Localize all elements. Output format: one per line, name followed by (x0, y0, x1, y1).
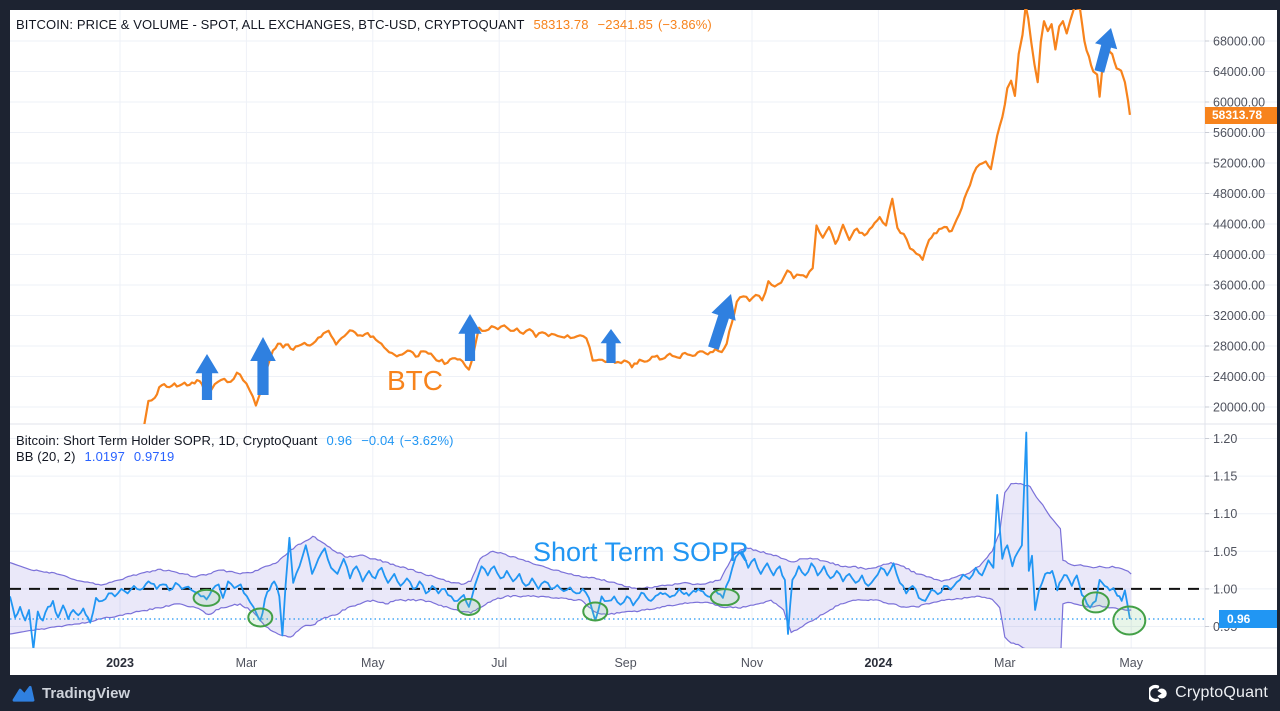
footer-bar: TradingView CryptoQuant (0, 675, 1280, 711)
sopr-plot (10, 431, 1205, 648)
time-tick-label: May (361, 656, 385, 670)
sopr-tick-label: 1.10 (1213, 507, 1237, 521)
sopr-tick-label: 1.20 (1213, 432, 1237, 446)
sopr-last-value: 0.96 (326, 433, 353, 448)
sopr-annotation-label: Short Term SOPR (533, 537, 749, 567)
sopr-change-pct: (−3.62%) (399, 433, 454, 448)
bb-indicator-title: BB (20, 2) (16, 449, 76, 464)
cryptoquant-logo-icon (1149, 684, 1167, 702)
bollinger-upper-band (10, 482, 1132, 590)
price-tick-label: 40000.00 (1213, 248, 1265, 262)
time-tick-label: Jul (491, 656, 507, 670)
price-tick-label: 44000.00 (1213, 218, 1265, 232)
tradingview-brand[interactable]: TradingView (12, 684, 130, 703)
price-tick-label: 56000.00 (1213, 126, 1265, 140)
sopr-tick-label: 1.15 (1213, 470, 1237, 484)
sopr-tick-label: 1.00 (1213, 582, 1237, 596)
time-tick-label: 2024 (864, 656, 892, 670)
sopr-pane-title: Bitcoin: Short Term Holder SOPR, 1D, Cry… (16, 433, 318, 448)
price-tick-label: 20000.00 (1213, 401, 1265, 415)
price-pane[interactable] (10, 10, 1205, 424)
time-tick-label: Sep (614, 656, 636, 670)
time-tick-label: Mar (994, 656, 1016, 670)
tradingview-brand-label: TradingView (42, 684, 131, 702)
up-arrow-icon (250, 337, 276, 395)
sopr-tick-label: 1.05 (1213, 545, 1237, 559)
price-tick-label: 36000.00 (1213, 279, 1265, 293)
time-tick-label: Mar (236, 656, 258, 670)
btc-price-line (143, 9, 1131, 424)
cryptoquant-brand[interactable]: CryptoQuant (1149, 684, 1268, 703)
price-pane-title: BITCOIN: PRICE & VOLUME - SPOT, ALL EXCH… (16, 17, 525, 32)
green-circle-icon (247, 607, 274, 628)
panel-bg (10, 10, 1277, 675)
price-axis[interactable] (1205, 10, 1277, 648)
price-pane-legend[interactable]: BITCOIN: PRICE & VOLUME - SPOT, ALL EXCH… (16, 17, 712, 32)
price-tick-label: 52000.00 (1213, 157, 1265, 171)
sopr-line (10, 431, 1131, 648)
price-tick-label: 28000.00 (1213, 340, 1265, 354)
time-tick-label: 2023 (106, 656, 134, 670)
up-arrow-annotations (195, 28, 1118, 400)
gridlines (10, 10, 1277, 648)
bollinger-band-fill (10, 483, 1132, 648)
green-circle-icon (192, 588, 221, 607)
time-axis[interactable] (10, 648, 1205, 675)
price-tick-label: 64000.00 (1213, 65, 1265, 79)
price-change-pct: (−3.86%) (657, 17, 712, 32)
green-circle-icon (709, 588, 740, 607)
time-tick-label: Nov (741, 656, 764, 670)
sopr-last-value-tag: 0.96 (1219, 610, 1277, 628)
bollinger-lower-band (10, 594, 1132, 648)
tradingview-logo-icon (12, 685, 35, 702)
up-arrow-icon (1094, 28, 1118, 73)
btc-annotation-label: BTC (387, 365, 443, 396)
price-tick-label: 24000.00 (1213, 370, 1265, 384)
sopr-pane[interactable] (10, 424, 1205, 648)
bb-indicator-legend[interactable]: BB (20, 2) 1.0197 0.9719 (16, 449, 174, 464)
chart-canvas[interactable]: 68000.00 64000.00 60000.00 56000.00 52000.00… (0, 0, 1280, 675)
green-circle-annotations (192, 588, 1147, 636)
price-last-value: 58313.78 (533, 17, 589, 32)
up-arrow-icon (458, 314, 482, 361)
price-tick-label: 60000.00 (1213, 96, 1265, 110)
price-change-value: −2341.85 (597, 17, 653, 32)
sopr-pane-legend[interactable]: Bitcoin: Short Term Holder SOPR, 1D, Cry… (16, 433, 454, 448)
bb-upper-value: 1.0197 (84, 449, 125, 464)
price-tick-label: 68000.00 (1213, 35, 1265, 49)
green-circle-icon (456, 597, 481, 616)
cryptoquant-brand-label: CryptoQuant (1175, 684, 1268, 701)
sopr-change-value: −0.04 (361, 433, 395, 448)
price-tick-label: 48000.00 (1213, 187, 1265, 201)
up-arrow-icon (600, 329, 622, 363)
price-last-price-tag: 58313.78 (1205, 107, 1277, 124)
bb-lower-value: 0.9719 (133, 449, 175, 464)
time-tick-label: May (1119, 656, 1143, 670)
price-tick-label: 32000.00 (1213, 309, 1265, 323)
up-arrow-icon (708, 294, 736, 350)
green-circle-icon (1112, 605, 1147, 636)
up-arrow-icon (195, 354, 219, 400)
green-circle-icon (1081, 591, 1110, 614)
green-circle-icon (582, 601, 609, 622)
